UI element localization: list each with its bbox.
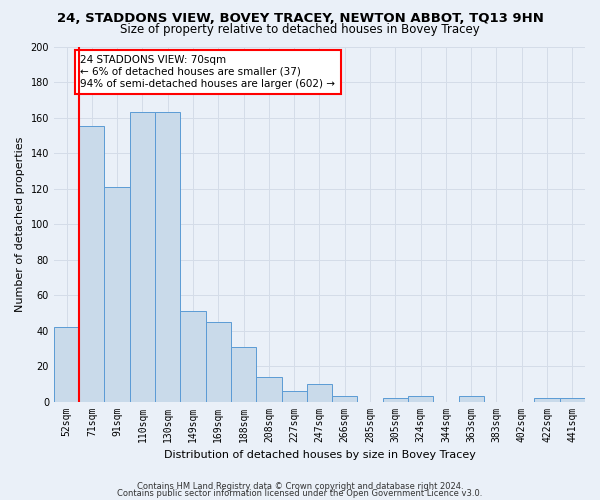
Bar [332,396,358,402]
Bar [79,126,104,402]
Bar [54,327,79,402]
Bar [256,376,281,402]
Bar [458,396,484,402]
Bar [155,112,181,402]
X-axis label: Distribution of detached houses by size in Bovey Tracey: Distribution of detached houses by size … [164,450,475,460]
Bar [231,346,256,402]
Bar [181,311,206,402]
Bar [535,398,560,402]
Bar [408,396,433,402]
Text: Contains public sector information licensed under the Open Government Licence v3: Contains public sector information licen… [118,489,482,498]
Bar [383,398,408,402]
Bar [560,398,585,402]
Bar [307,384,332,402]
Text: Size of property relative to detached houses in Bovey Tracey: Size of property relative to detached ho… [120,22,480,36]
Bar [281,391,307,402]
Text: Contains HM Land Registry data © Crown copyright and database right 2024.: Contains HM Land Registry data © Crown c… [137,482,463,491]
Bar [104,186,130,402]
Bar [130,112,155,402]
Text: 24, STADDONS VIEW, BOVEY TRACEY, NEWTON ABBOT, TQ13 9HN: 24, STADDONS VIEW, BOVEY TRACEY, NEWTON … [56,12,544,26]
Bar [206,322,231,402]
Y-axis label: Number of detached properties: Number of detached properties [15,136,25,312]
Text: 24 STADDONS VIEW: 70sqm
← 6% of detached houses are smaller (37)
94% of semi-det: 24 STADDONS VIEW: 70sqm ← 6% of detached… [80,56,335,88]
